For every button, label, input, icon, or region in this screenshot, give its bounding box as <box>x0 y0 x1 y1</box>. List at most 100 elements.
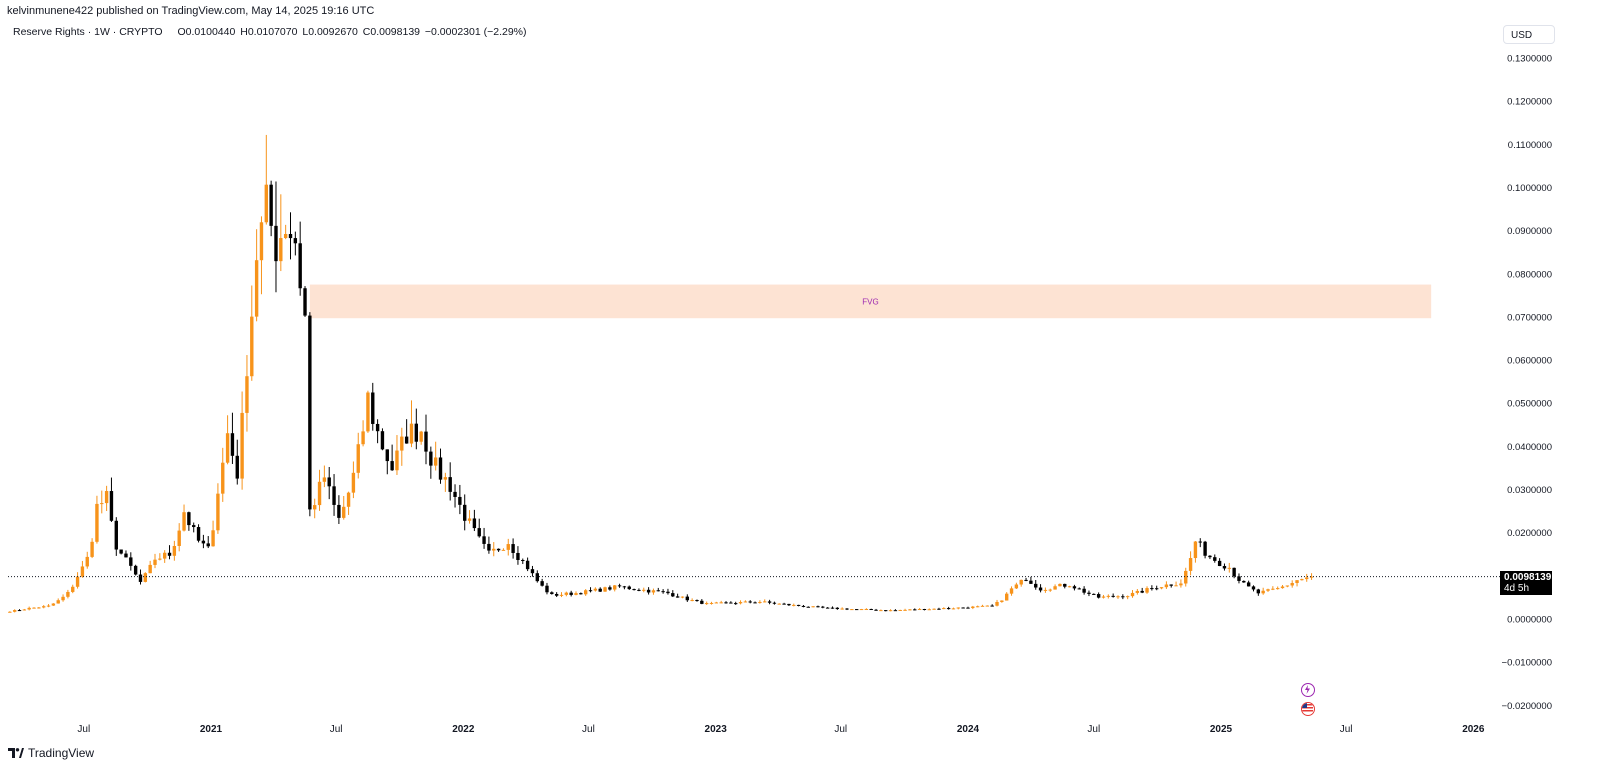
candle-body <box>535 573 539 582</box>
candle-body <box>32 607 36 609</box>
x-tick-label: Jul <box>330 724 343 735</box>
candle-body <box>1193 541 1198 559</box>
candle-body <box>467 518 472 521</box>
candle-body <box>637 589 641 591</box>
candle-body <box>221 462 225 494</box>
candle-body <box>990 605 994 607</box>
candle-body <box>845 608 849 610</box>
candle-body <box>158 558 162 560</box>
candle-body <box>1232 567 1236 577</box>
candle-body <box>71 586 75 592</box>
candle-body <box>792 604 796 606</box>
candle-body <box>129 557 133 566</box>
candle-body <box>1111 595 1115 597</box>
candle-body <box>482 536 486 544</box>
candle-body <box>985 605 990 607</box>
candle-body <box>1174 585 1178 587</box>
candle-body <box>903 609 907 611</box>
candle-body <box>1300 579 1304 581</box>
candle-body <box>1150 588 1154 590</box>
candle-body <box>259 222 264 261</box>
candle-body <box>1222 566 1227 569</box>
candle-body <box>283 234 288 239</box>
candle-body <box>743 601 748 603</box>
candle-body <box>12 610 17 612</box>
candle-body <box>85 556 89 567</box>
candle-body <box>380 431 385 450</box>
candle-body <box>787 603 791 606</box>
tradingview-logo[interactable]: TradingView <box>8 746 94 760</box>
candle-body <box>850 609 854 611</box>
candle-body <box>337 504 341 518</box>
candle-body <box>201 540 206 544</box>
us-flag-icon[interactable] <box>1301 702 1315 716</box>
candle-body <box>1024 579 1028 581</box>
y-tick-label: −0.0100000 <box>1502 658 1552 669</box>
tradingview-logo-icon <box>8 748 24 758</box>
candle-body <box>608 587 612 590</box>
candle-body <box>235 455 239 479</box>
candle-body <box>269 184 273 226</box>
candle-body <box>8 611 12 613</box>
currency-button[interactable]: USD <box>1503 25 1555 44</box>
x-tick-label: Jul <box>77 724 90 735</box>
y-tick-label: 0.0200000 <box>1507 528 1552 539</box>
candle-body <box>293 238 298 244</box>
candle-body <box>240 412 244 479</box>
candle-body <box>545 585 549 593</box>
candle-body <box>1019 579 1023 585</box>
x-tick-label: Jul <box>1340 724 1353 735</box>
candle-body <box>971 606 975 608</box>
candle-body <box>1242 580 1246 583</box>
candle-body <box>1256 589 1261 594</box>
candle-body <box>303 288 307 316</box>
candle-body <box>806 606 810 608</box>
candle-body <box>922 609 927 611</box>
y-tick-label: 0.1300000 <box>1507 54 1552 65</box>
candle-body <box>927 609 931 611</box>
candle-body <box>569 592 573 595</box>
candle-body <box>501 549 506 551</box>
candle-body <box>666 591 670 594</box>
candle-body <box>119 549 123 554</box>
symbol-title[interactable]: Reserve Rights · 1W · CRYPTO <box>13 26 163 38</box>
candle-body <box>172 545 177 556</box>
candle-body <box>206 543 210 547</box>
candle-body <box>453 491 457 497</box>
last-price-label: 0.0098139 4d 5h <box>1500 570 1552 595</box>
candle-body <box>308 315 312 510</box>
candle-body <box>395 450 399 471</box>
legend-low: L0.0092670 <box>302 26 358 38</box>
candle-body <box>80 566 85 577</box>
candle-body <box>492 548 496 551</box>
fvg-label: FVG <box>862 297 878 306</box>
candle-body <box>1077 588 1081 590</box>
fvg-zone <box>309 284 1432 319</box>
candle-body <box>1280 586 1285 589</box>
candle-body <box>966 607 970 609</box>
candle-body <box>1038 587 1043 591</box>
candle-body <box>854 609 859 611</box>
candle-body <box>196 527 201 541</box>
candle-body <box>138 574 143 582</box>
candle-body <box>685 596 690 601</box>
candle-body <box>342 506 346 518</box>
y-tick-label: 0.1000000 <box>1507 183 1552 194</box>
candle-body <box>487 543 491 551</box>
candle-body <box>695 600 699 602</box>
candle-body <box>704 603 709 605</box>
candle-body <box>763 601 767 603</box>
candle-body <box>346 492 351 507</box>
candle-body <box>177 530 181 546</box>
candle-body <box>1179 583 1183 586</box>
candle-body <box>162 552 167 559</box>
lightning-icon[interactable] <box>1301 683 1315 697</box>
candle-body <box>821 606 825 608</box>
candle-body <box>1271 588 1275 590</box>
candle-body <box>438 457 443 480</box>
candle-body <box>167 552 172 556</box>
candle-body <box>100 503 104 505</box>
candle-body <box>869 609 873 611</box>
legend-high: H0.0107070 <box>240 26 298 38</box>
